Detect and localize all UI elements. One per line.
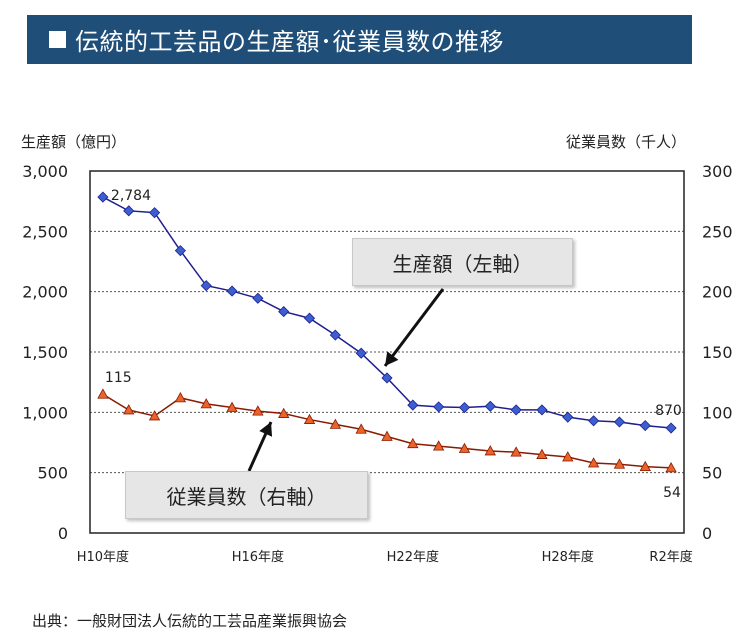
x-axis-tick-label: H22年度 <box>387 549 439 565</box>
right-axis-label: 従業員数（千人） <box>566 133 687 151</box>
employees-data-label: 54 <box>663 485 681 501</box>
production-point <box>174 245 186 257</box>
employees-point <box>613 458 626 469</box>
production-point <box>562 411 574 423</box>
right-axis-tick-label: 0 <box>702 524 712 543</box>
right-axis-tick-label: 300 <box>702 162 733 181</box>
left-axis-tick-label: 2,500 <box>22 222 68 241</box>
left-axis-tick-label: 1,000 <box>22 403 68 422</box>
employees-point <box>432 440 445 451</box>
right-axis-tick-label: 150 <box>702 343 733 362</box>
employees-point <box>562 451 574 462</box>
employees-callout-arrow-head <box>259 422 273 437</box>
employees-point <box>665 462 677 473</box>
source-note: 出典：一般財団法人伝統的工芸品産業振興協会 <box>32 612 348 630</box>
left-axis-label: 生産額（億円） <box>21 133 127 151</box>
production-point <box>123 205 135 217</box>
employees-point <box>639 460 651 472</box>
right-axis-tick-label: 100 <box>702 403 733 422</box>
employees-point <box>123 404 135 415</box>
production-point <box>200 280 212 292</box>
left-axis-tick-label: 3,000 <box>22 162 68 181</box>
employees-point <box>510 446 522 457</box>
production-point <box>226 285 238 297</box>
production-point <box>665 422 677 434</box>
square-bullet-icon <box>49 31 66 48</box>
employees-point <box>174 392 187 403</box>
employees-point <box>303 413 316 424</box>
production-point <box>536 404 548 416</box>
production-callout-arrow-head <box>385 351 399 366</box>
right-axis-tick-label: 50 <box>702 464 722 483</box>
employees-point <box>458 442 471 453</box>
production-point <box>407 399 419 411</box>
employees-point <box>226 401 238 412</box>
production-point <box>588 415 600 427</box>
left-axis-tick-label: 0 <box>58 524 68 543</box>
employees-point <box>252 405 264 416</box>
production-point <box>329 329 341 341</box>
employees-point <box>278 407 290 418</box>
employees-point <box>484 445 496 456</box>
production-point <box>278 306 290 318</box>
employees-point <box>381 430 393 441</box>
x-axis-tick-label: H28年度 <box>542 549 594 565</box>
production-series-callout: 生産額（左軸） <box>352 238 573 286</box>
production-point <box>381 372 393 384</box>
employees-point <box>97 388 109 399</box>
employees-point <box>536 448 548 459</box>
production-point <box>639 420 651 432</box>
line-chart: 0 500 1,000 1,500 2,000 2,500 3,000 0 50 100 150 20… <box>22 162 733 565</box>
employees-point <box>329 418 342 429</box>
production-data-label: 870 <box>655 403 682 419</box>
employees-series-callout: 従業員数（右軸） <box>125 471 368 519</box>
x-axis-tick-label: R2年度 <box>649 549 692 565</box>
chart-title-bar: 伝統的工芸品の生産額･従業員数の推移 <box>27 15 692 64</box>
production-point <box>613 416 626 428</box>
production-data-label: 2,784 <box>111 188 151 204</box>
employees-point <box>587 457 600 468</box>
employees-point <box>200 398 212 409</box>
x-axis-tick-label: H16年度 <box>232 549 284 565</box>
production-point <box>97 191 109 203</box>
employees-point <box>407 437 419 449</box>
employees-data-label: 115 <box>105 370 132 386</box>
right-axis-tick-label: 200 <box>702 283 733 302</box>
left-axis-tick-label: 1,500 <box>22 343 68 362</box>
production-point <box>252 292 264 304</box>
production-point <box>510 404 522 416</box>
production-point <box>355 347 367 359</box>
x-axis-tick-label: H10年度 <box>77 549 129 565</box>
production-point <box>148 207 161 219</box>
plot-area-border <box>89 170 685 534</box>
employees-point <box>148 410 161 421</box>
production-point <box>458 401 471 414</box>
left-axis-tick-label: 2,000 <box>22 283 68 302</box>
production-callout-arrow <box>383 288 445 367</box>
employees-point <box>355 423 367 434</box>
right-axis-tick-label: 250 <box>702 222 733 241</box>
chart-title: 伝統的工芸品の生産額･従業員数の推移 <box>75 28 504 56</box>
production-point <box>433 401 445 413</box>
production-point <box>303 312 316 324</box>
left-axis-tick-label: 500 <box>37 464 68 483</box>
production-point <box>484 400 496 412</box>
